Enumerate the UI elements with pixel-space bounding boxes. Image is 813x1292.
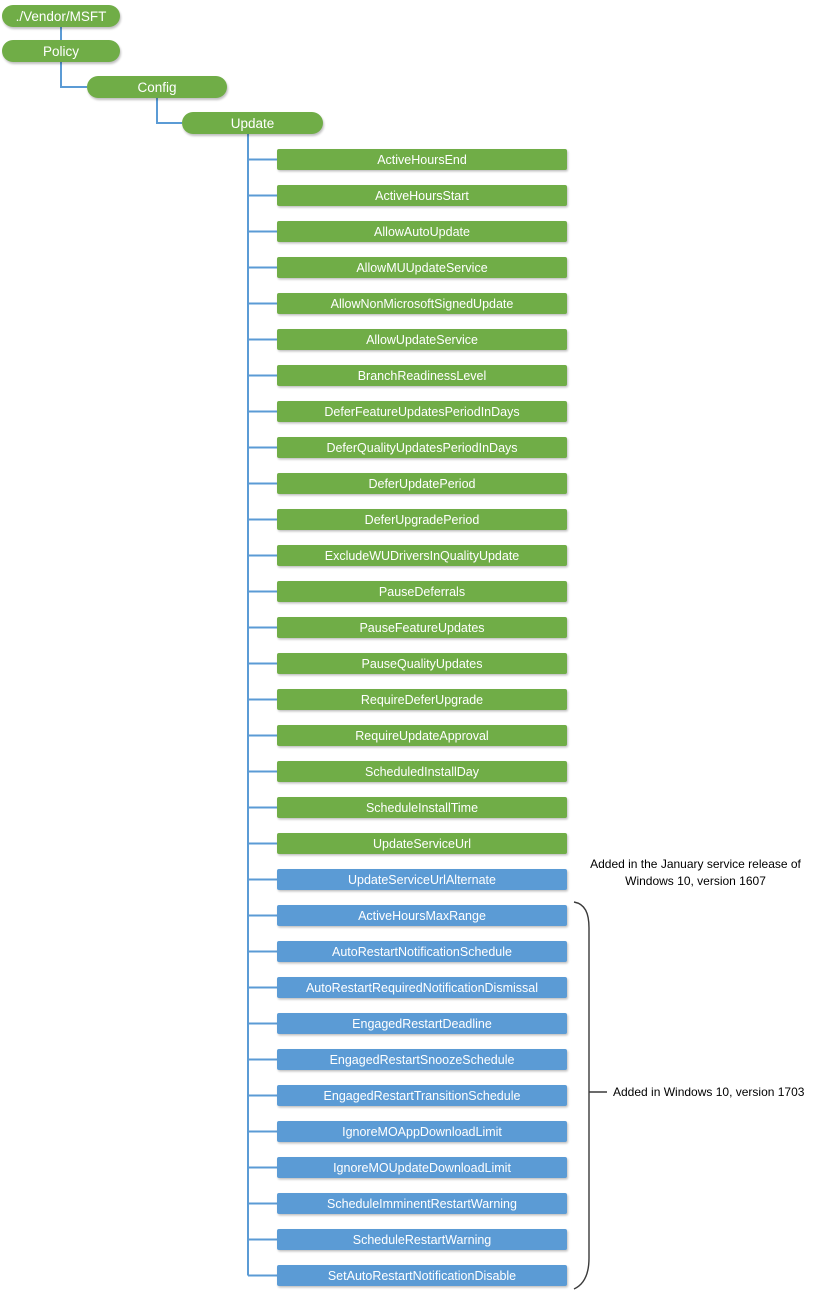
tree-node: AllowUpdateService bbox=[277, 329, 567, 350]
tree-node: PauseDeferrals bbox=[277, 581, 567, 602]
tree-node: AllowAutoUpdate bbox=[277, 221, 567, 242]
tree-node: AutoRestartNotificationSchedule bbox=[277, 941, 567, 962]
node-config: Config bbox=[87, 76, 227, 98]
tree-node: AllowMUUpdateService bbox=[277, 257, 567, 278]
tree-node: EngagedRestartSnoozeSchedule bbox=[277, 1049, 567, 1070]
elbow-connector bbox=[60, 62, 87, 88]
node-update: Update bbox=[182, 112, 323, 134]
tree-node: ScheduleImminentRestartWarning bbox=[277, 1193, 567, 1214]
elbow-connector bbox=[156, 98, 182, 124]
tree-node: AllowNonMicrosoftSignedUpdate bbox=[277, 293, 567, 314]
tree-node: ScheduleRestartWarning bbox=[277, 1229, 567, 1250]
root-node-vendor-msft: ./Vendor/MSFT bbox=[2, 5, 120, 27]
tree-node: ActiveHoursStart bbox=[277, 185, 567, 206]
tree-node: ExcludeWUDriversInQualityUpdate bbox=[277, 545, 567, 566]
annotation-1607: Added in the January service release of … bbox=[578, 856, 813, 890]
tree-node: ActiveHoursEnd bbox=[277, 149, 567, 170]
tree-node: DeferUpdatePeriod bbox=[277, 473, 567, 494]
tree-node: IgnoreMOUpdateDownloadLimit bbox=[277, 1157, 567, 1178]
tree-node: DeferUpgradePeriod bbox=[277, 509, 567, 530]
tree-node: DeferFeatureUpdatesPeriodInDays bbox=[277, 401, 567, 422]
tree-node: EngagedRestartTransitionSchedule bbox=[277, 1085, 567, 1106]
tree-node: AutoRestartRequiredNotificationDismissal bbox=[277, 977, 567, 998]
annotation-1607-line2: Windows 10, version 1607 bbox=[625, 874, 766, 888]
tree-node: ActiveHoursMaxRange bbox=[277, 905, 567, 926]
tree-node: EngagedRestartDeadline bbox=[277, 1013, 567, 1034]
tree-node: RequireDeferUpgrade bbox=[277, 689, 567, 710]
tree-node: PauseFeatureUpdates bbox=[277, 617, 567, 638]
stub-connectors bbox=[247, 133, 278, 1277]
tree-node: ScheduledInstallDay bbox=[277, 761, 567, 782]
tree-node: UpdateServiceUrlAlternate bbox=[277, 869, 567, 890]
tree-node: UpdateServiceUrl bbox=[277, 833, 567, 854]
tree-node: BranchReadinessLevel bbox=[277, 365, 567, 386]
tree-node: IgnoreMOAppDownloadLimit bbox=[277, 1121, 567, 1142]
tree-node: SetAutoRestartNotificationDisable bbox=[277, 1265, 567, 1286]
tree-node: PauseQualityUpdates bbox=[277, 653, 567, 674]
tree-node: DeferQualityUpdatesPeriodInDays bbox=[277, 437, 567, 458]
tree-node: ScheduleInstallTime bbox=[277, 797, 567, 818]
tree-node: RequireUpdateApproval bbox=[277, 725, 567, 746]
grouping-brace-1703 bbox=[573, 901, 607, 1290]
annotation-1703: Added in Windows 10, version 1703 bbox=[613, 1085, 805, 1099]
node-policy: Policy bbox=[2, 40, 120, 62]
annotation-1607-line1: Added in the January service release of bbox=[590, 857, 801, 871]
elbow-connectors bbox=[60, 27, 182, 124]
